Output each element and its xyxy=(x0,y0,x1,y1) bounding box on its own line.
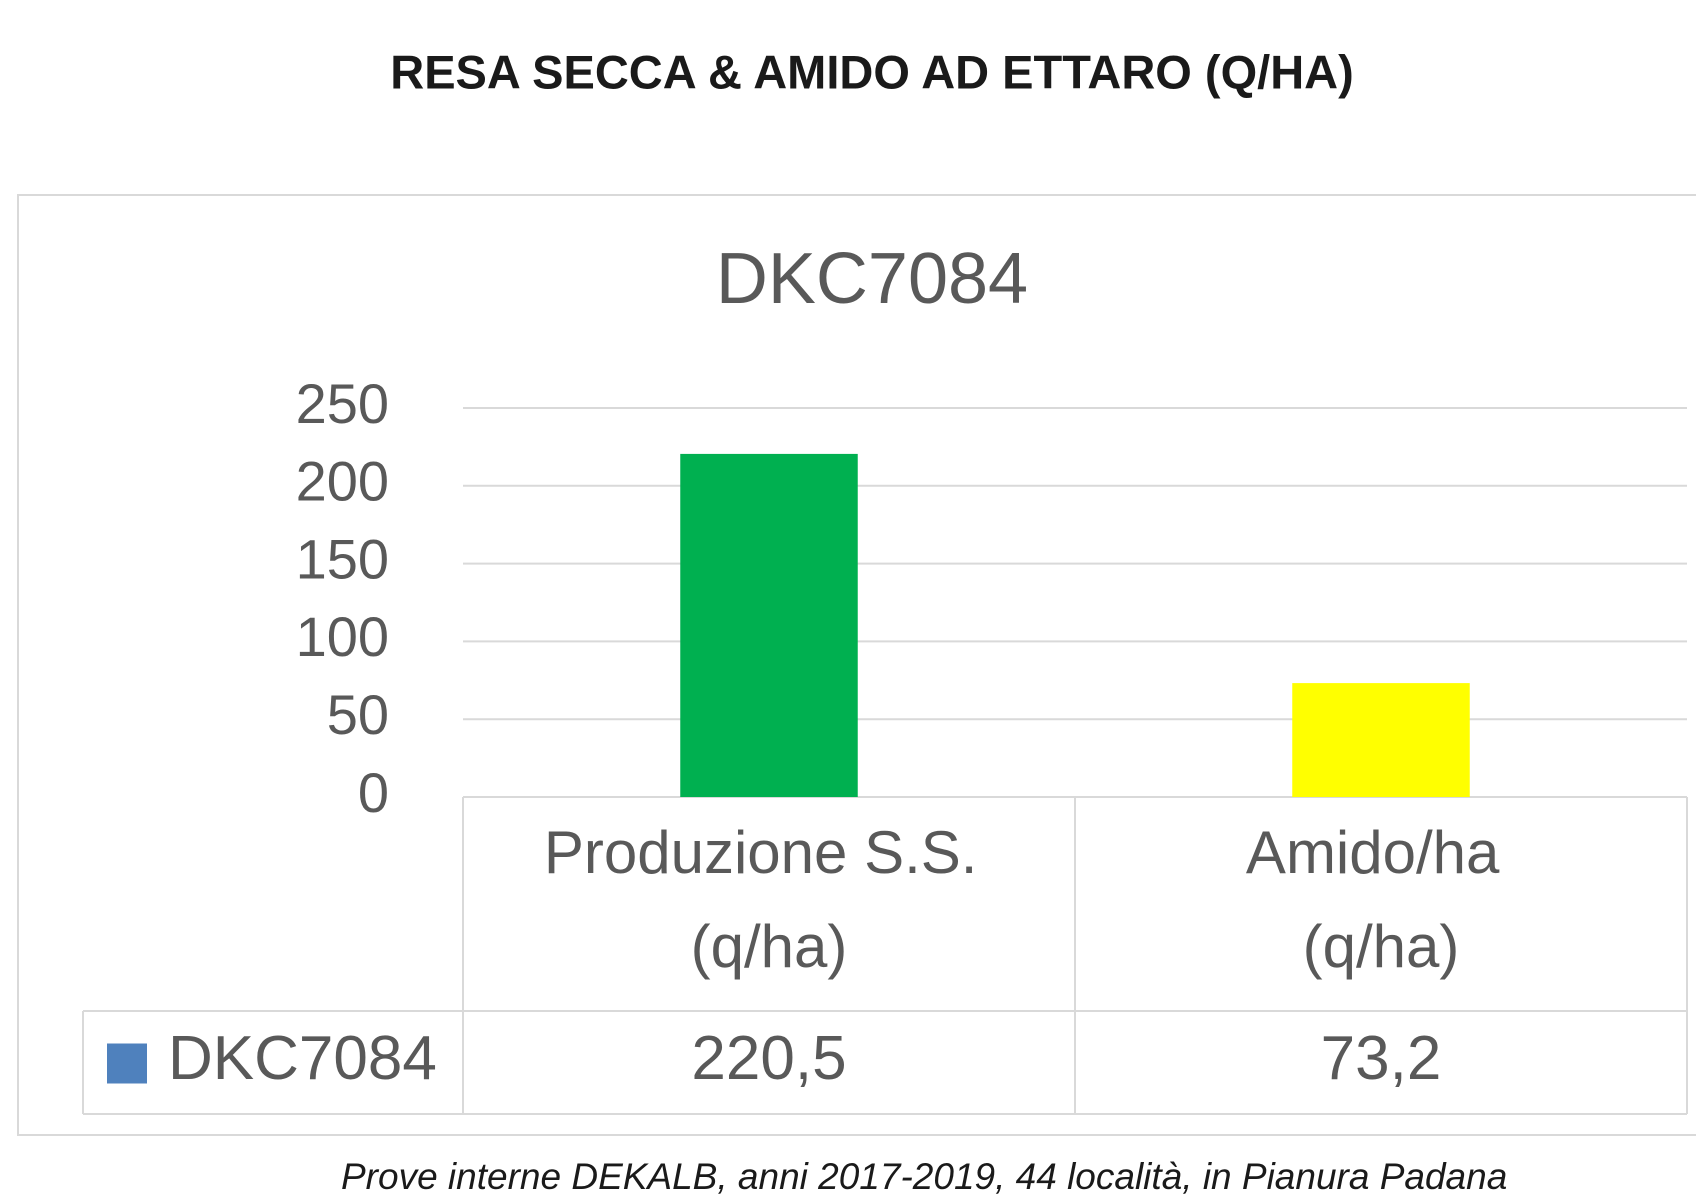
x-tick-label: Produzione S.S. (q/ha) xyxy=(544,819,994,980)
page-title: RESA SECCA & AMIDO AD ETTARO (Q/HA) xyxy=(390,45,1353,98)
y-tick-label: 100 xyxy=(296,605,389,668)
x-tick-label: Amido/ha (q/ha) xyxy=(1246,819,1516,980)
value-label: 220,5 xyxy=(691,1024,846,1093)
chart-title: DKC7084 xyxy=(716,239,1028,319)
legend-marker xyxy=(107,1043,147,1084)
y-tick-label: 150 xyxy=(296,527,389,590)
y-tick-label: 0 xyxy=(358,761,389,824)
value-label: 73,2 xyxy=(1321,1024,1442,1093)
bar xyxy=(680,453,858,797)
y-tick-label: 50 xyxy=(327,683,389,746)
y-tick-label: 200 xyxy=(296,450,389,513)
legend-label: DKC7084 xyxy=(168,1024,437,1093)
y-tick-label: 250 xyxy=(296,372,389,435)
footnote: Prove interne DEKALB, anni 2017-2019, 44… xyxy=(341,1156,1507,1197)
bar xyxy=(1292,683,1470,797)
